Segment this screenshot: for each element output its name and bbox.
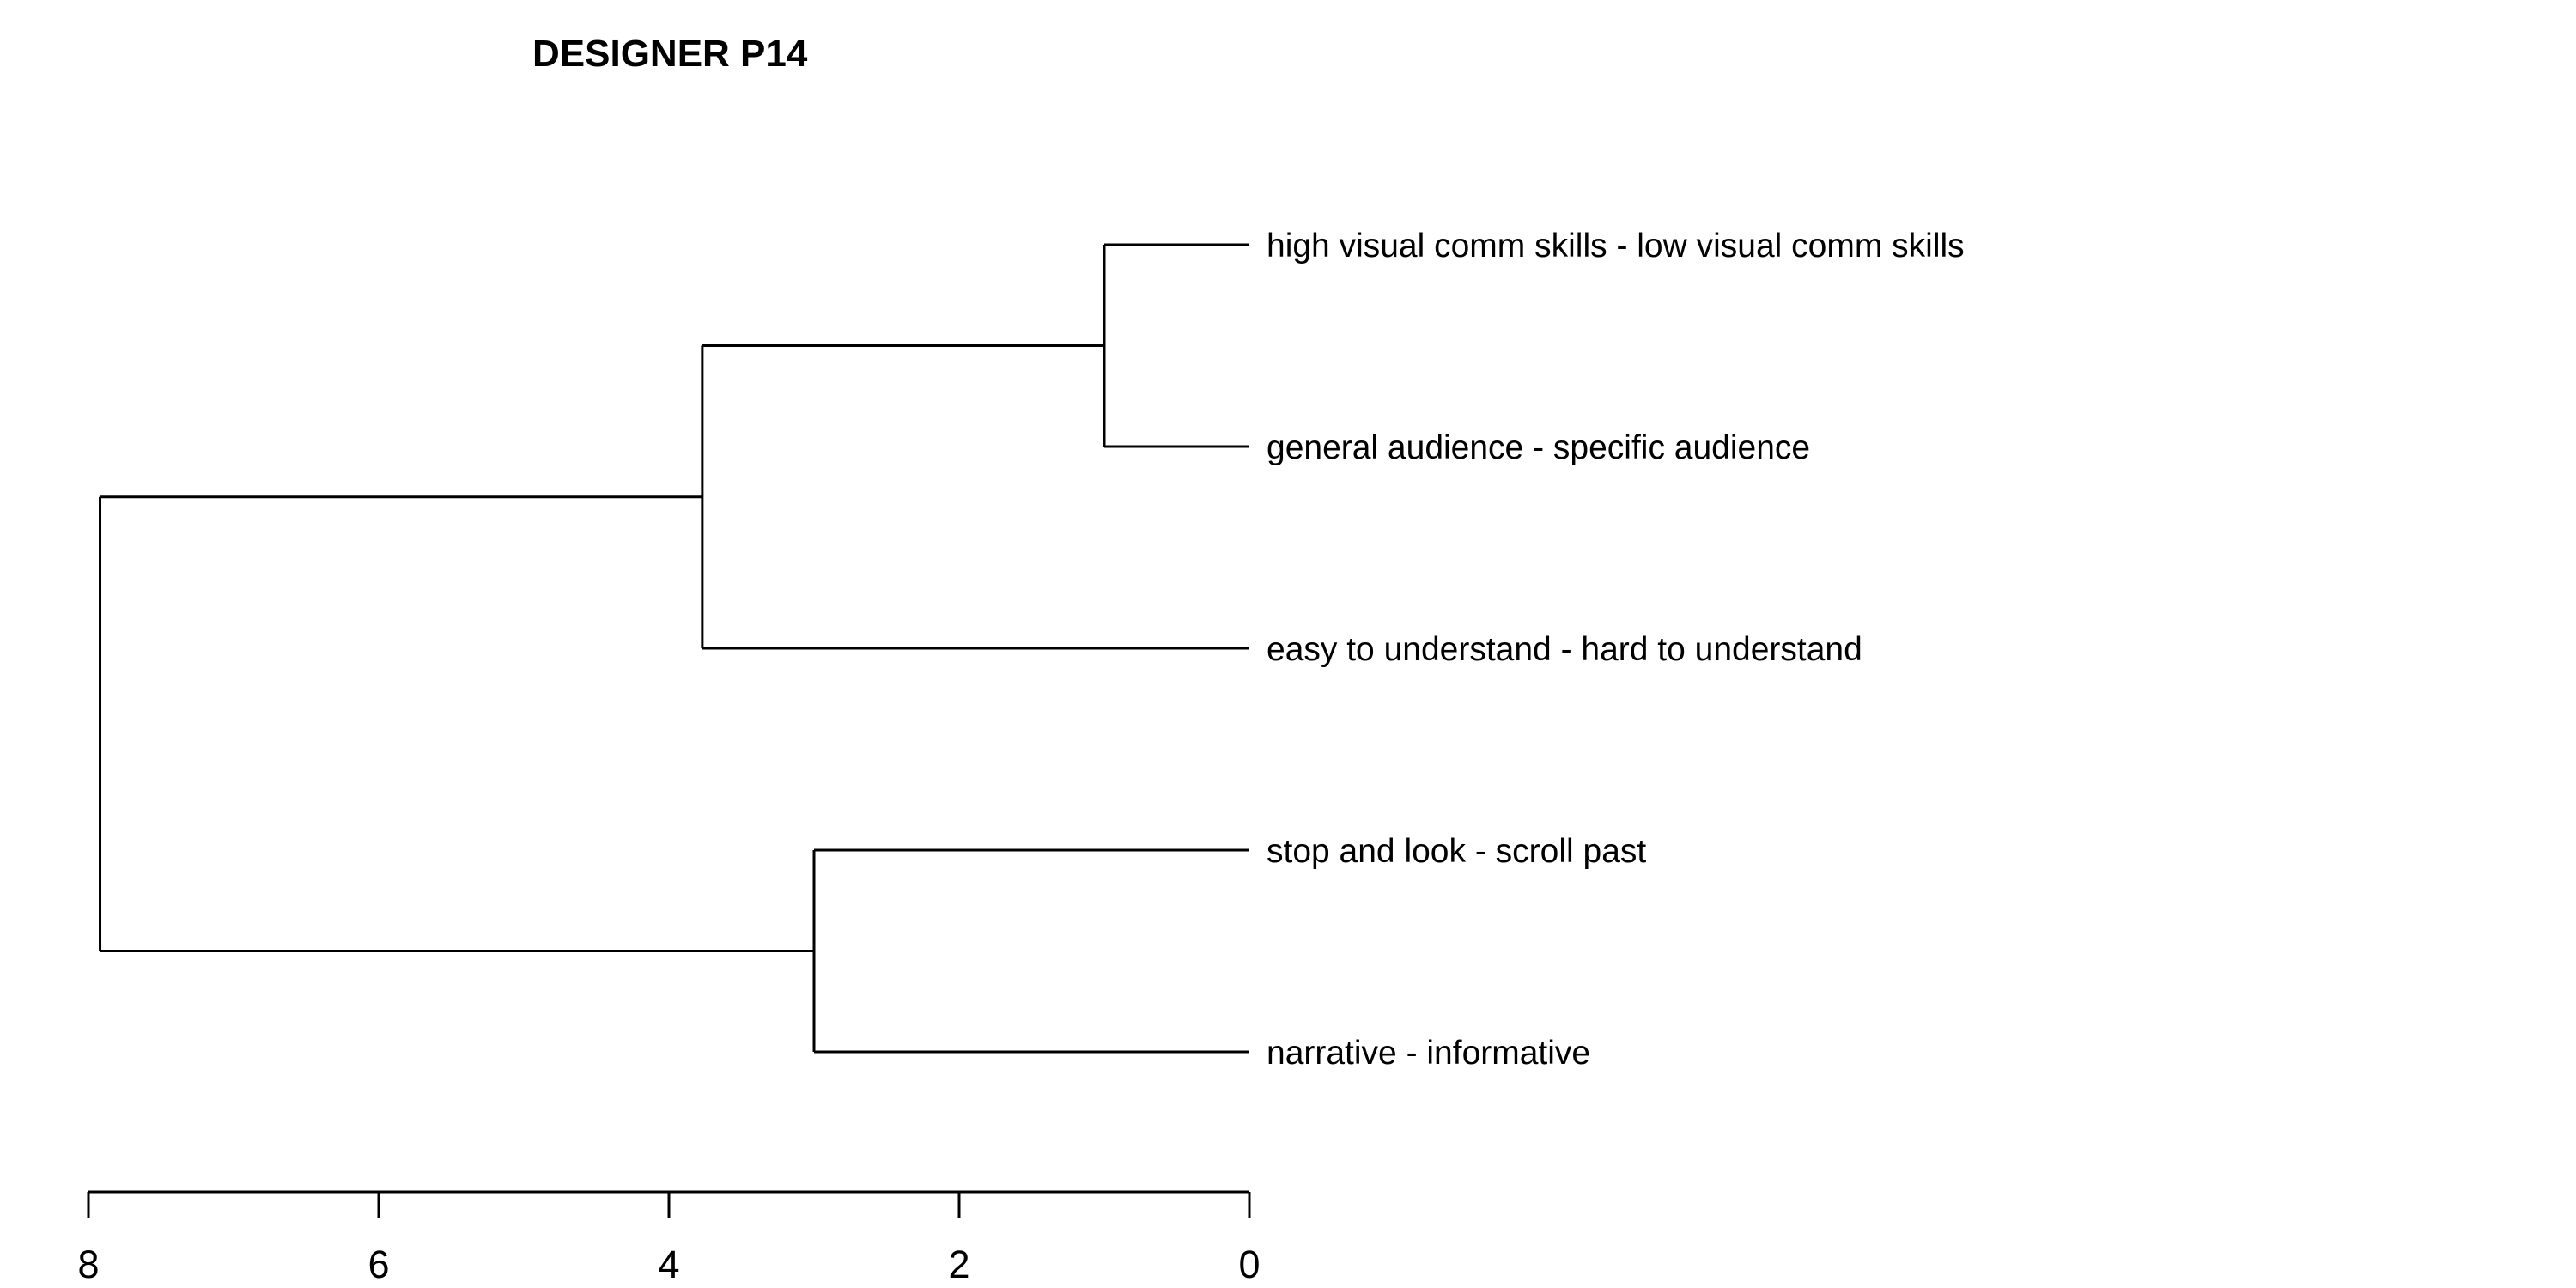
x-axis-tick-label: 0 (1238, 1242, 1260, 1286)
leaf-label: high visual comm skills - low visual com… (1267, 228, 1965, 264)
x-axis: 8 6 4 2 0 (77, 1190, 1261, 1286)
x-axis-tick-label: 4 (658, 1242, 679, 1286)
x-axis-tick-label: 8 (77, 1242, 99, 1286)
leaf-labels: high visual comm skills - low visual com… (1267, 228, 1965, 1072)
leaf-label: easy to understand - hard to understand (1267, 631, 1862, 668)
dendrogram-links (99, 243, 1249, 1054)
leaf-label: stop and look - scroll past (1267, 833, 1646, 870)
chart-title: DESIGNER P14 (532, 33, 808, 75)
x-axis-tick-label: 2 (948, 1242, 969, 1286)
x-axis-tick-label: 6 (368, 1242, 389, 1286)
leaf-label: general audience - specific audience (1267, 429, 1810, 466)
leaf-label: narrative - informative (1267, 1035, 1590, 1072)
